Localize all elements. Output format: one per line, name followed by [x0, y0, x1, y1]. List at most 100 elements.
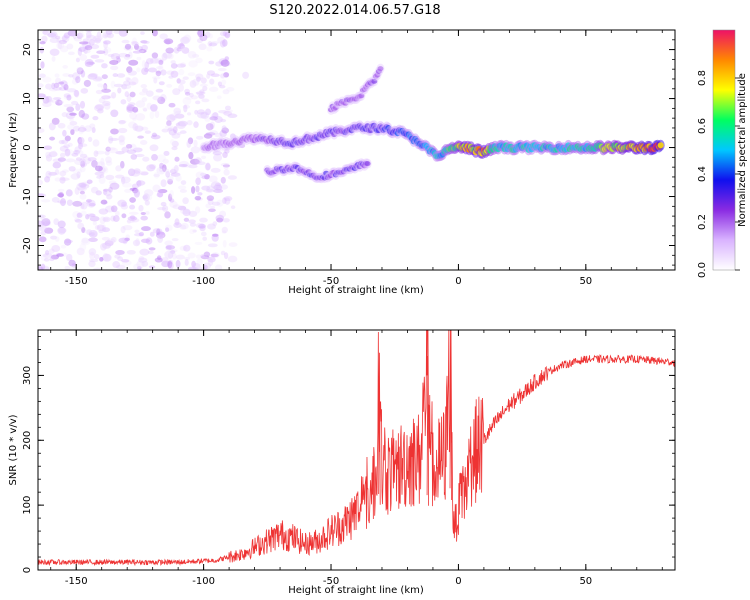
spectrogram-cell	[123, 239, 128, 245]
spectrogram-cell	[74, 219, 83, 223]
spectrogram-cell	[157, 96, 166, 105]
spectrogram-cell	[131, 41, 139, 47]
spectrogram-cell	[92, 139, 100, 147]
spectrogram-cell	[151, 132, 158, 138]
spectrogram-cell	[195, 171, 205, 179]
spectrogram-cell	[155, 88, 164, 93]
spectrogram-cell	[88, 230, 98, 238]
spectrogram-cell	[156, 192, 164, 198]
spectrogram-cell	[210, 73, 220, 77]
spectrogram-cell	[105, 174, 115, 181]
spectrogram-cell	[142, 106, 148, 111]
spectrogram-cell	[121, 176, 126, 185]
spectrogram-cell	[171, 132, 181, 139]
spectrogram-cell	[173, 164, 179, 173]
spectrogram-cell	[48, 171, 58, 176]
spectrogram-cell	[80, 239, 91, 246]
spectrogram-cell	[127, 168, 136, 177]
spectrogram-cell	[160, 69, 167, 76]
spectrogram-cell	[63, 93, 71, 98]
spectrogram-cell	[161, 164, 167, 172]
spectrogram-cell	[371, 78, 378, 84]
spectrogram-cell	[223, 72, 230, 78]
spectrogram-cell	[102, 100, 111, 107]
spectrogram-cell	[86, 212, 95, 219]
spectrogram-cell	[227, 255, 238, 263]
spectrogram-cell	[148, 247, 156, 251]
spectrogram-cell	[102, 224, 107, 233]
spectrogram-cell	[210, 205, 215, 210]
spectrogram-cell	[207, 41, 213, 47]
spectrogram-cell	[214, 116, 223, 123]
spectrogram-cell	[60, 177, 70, 181]
spectrogram-cell	[146, 164, 156, 172]
spectrogram-cell	[76, 212, 83, 218]
spectrogram-cell	[158, 166, 164, 173]
spectrogram-cell	[199, 83, 208, 87]
spectrogram-cell	[79, 166, 86, 173]
spectrogram-cell	[134, 125, 144, 133]
spectrogram-cell	[207, 223, 216, 230]
spectrogram-cell	[144, 200, 150, 206]
spectrogram-cell	[172, 126, 178, 134]
spectrogram-cell	[154, 110, 160, 119]
spectrogram-cell	[94, 225, 100, 230]
spectrogram-cell	[163, 150, 170, 156]
spectrogram-cell	[86, 229, 93, 236]
spectrogram-cell	[76, 247, 85, 256]
spectrogram-cell	[107, 95, 115, 99]
spectrogram-cell	[45, 249, 50, 256]
spectrogram-cell	[205, 108, 211, 116]
spectrogram-cell	[110, 128, 119, 135]
spectrogram-cell	[62, 129, 67, 137]
spectrogram-cell	[165, 244, 172, 251]
spectrogram-cell	[92, 77, 103, 82]
spectrogram-cell	[94, 104, 104, 112]
spectrogram-cell	[103, 167, 109, 174]
spectrogram-cell	[240, 135, 247, 142]
spectrogram-cell	[216, 140, 223, 147]
spectrogram-cell	[196, 258, 203, 266]
spectrogram-cell	[140, 40, 148, 44]
spectrogram-cell	[72, 168, 83, 174]
spectrogram-cell	[126, 94, 132, 103]
spectrogram-cell	[71, 100, 79, 106]
snr-y-tick-label: 0	[22, 567, 33, 573]
spectrogram-cell	[152, 228, 163, 234]
spectrogram-y-axis-label: Frequency (Hz)	[8, 112, 19, 188]
spectrogram-cell	[132, 106, 139, 113]
spectrogram-cell	[74, 89, 80, 98]
spectrogram-cell	[90, 44, 100, 50]
spectrogram-cell	[70, 173, 81, 180]
spectrogram-cell	[170, 70, 179, 78]
spectrogram-cell	[66, 115, 74, 119]
spectrogram-cell	[141, 260, 149, 267]
spectrogram-cell	[223, 109, 234, 113]
spectrogram-cell	[115, 174, 125, 179]
spectrogram-cell	[48, 248, 55, 254]
spectrogram-cell	[142, 156, 150, 162]
spectrogram-cell	[133, 188, 140, 196]
spectrogram-cell	[59, 86, 67, 91]
spectrogram-cell	[210, 142, 219, 153]
spectrogram-cell	[54, 169, 60, 176]
spectrogram-cell	[195, 135, 204, 140]
spectrogram-cell	[150, 105, 158, 113]
spectrogram-cell	[80, 88, 89, 94]
spectrogram-cell	[88, 237, 98, 243]
spectrogram-cell	[197, 109, 206, 115]
spectrogram-cell	[182, 97, 192, 106]
spectrogram-cell	[224, 56, 230, 61]
spectrogram-cell	[152, 95, 162, 101]
spectrogram-cell	[145, 211, 150, 215]
spectrogram-y-tick-label: -10	[22, 188, 33, 204]
spectrogram-cell	[98, 225, 105, 231]
spectrogram-cell	[118, 120, 126, 125]
spectrogram-cell	[38, 214, 46, 219]
spectrogram-cell	[123, 80, 131, 87]
spectrogram-cell	[156, 66, 163, 70]
spectrogram-cell	[61, 112, 68, 118]
spectrogram-cell	[89, 123, 96, 129]
spectrogram-cell	[38, 236, 47, 243]
spectrogram-cell	[149, 231, 155, 237]
